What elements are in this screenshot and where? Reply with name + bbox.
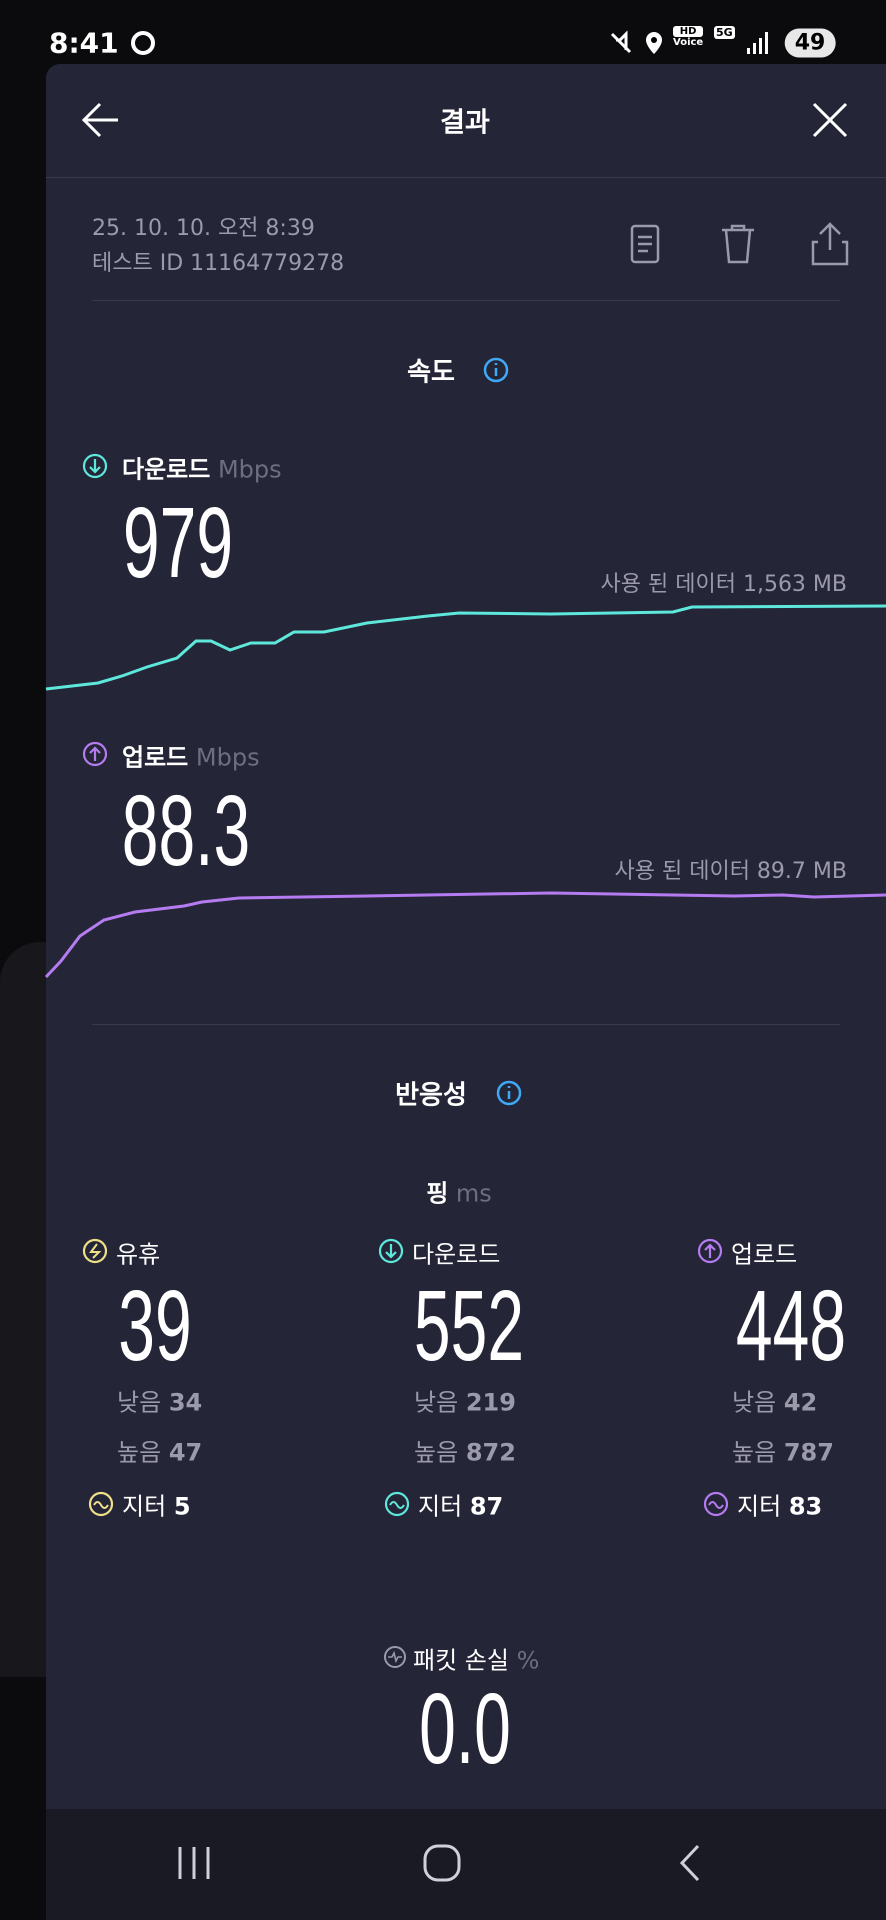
high-label: 높음 [117,1438,162,1467]
network: 5G [714,26,735,39]
battery: 49 [784,28,836,58]
high-value: 47 [168,1438,203,1467]
download-value: 979 [122,487,234,599]
upload-heading: 업로드 Mbps [122,738,260,773]
jitter-icon [88,1491,114,1517]
low-value: 219 [465,1388,516,1417]
test-id: 테스트 ID 11164779278 [92,251,345,276]
ping-icon [378,1238,404,1264]
jitter-value: 83 [788,1492,823,1521]
test-datetime: 25. 10. 10. 오전 8:39 [92,216,315,241]
download-data-used: 사용 된 데이터 1,563 MB [600,572,847,597]
low-label: 낮음 [117,1388,162,1417]
ping-value: 39 [118,1270,192,1382]
packet-loss-icon [384,1646,406,1668]
ping-icon [697,1238,723,1264]
jitter-value: 5 [173,1492,191,1521]
upload-icon [82,741,108,767]
low-label: 낮음 [732,1388,777,1417]
speed-title: 속도 [407,357,455,388]
download-unit: Mbps [217,455,282,484]
jitter-label: 지터 [418,1492,463,1521]
divider [92,300,840,301]
ping-low: 낮음 34 [117,1383,202,1418]
packet-loss-value: 0.0 [419,1673,511,1785]
download-graph [45,604,886,691]
ping-unit: ms [455,1179,492,1208]
hd-voice: HD Voice [673,26,704,48]
hd: HD [673,26,704,37]
ping-value: 448 [735,1270,847,1382]
high-label: 높음 [414,1438,459,1467]
ping-label: 핑 [426,1179,449,1208]
jitter-value: 87 [469,1492,504,1521]
high-value: 787 [783,1438,834,1467]
jitter-icon [703,1491,729,1517]
high-label: 높음 [732,1438,777,1467]
jitter-label: 지터 [737,1492,782,1521]
packet-loss-unit: % [516,1646,540,1675]
download-icon [82,453,108,479]
download-label: 다운로드 [122,455,211,484]
voice: Voice [673,37,704,48]
ping-icon [82,1238,108,1264]
ping-low: 낮음 219 [414,1383,516,1418]
details-button[interactable] [630,224,660,264]
low-value: 34 [168,1388,203,1417]
close-button[interactable] [812,102,848,138]
responsiveness-title: 반응성 [395,1080,467,1111]
clock: 8:41 [49,26,119,60]
upload-label: 업로드 [122,743,189,772]
upload-data-used: 사용 된 데이터 89.7 MB [614,859,847,884]
responsiveness-info[interactable] [496,1080,522,1106]
jitter: 지터 5 [122,1487,191,1522]
header-title: 결과 [440,107,490,139]
nav-back[interactable] [678,1843,702,1883]
share-button[interactable] [810,222,850,266]
ping-heading: 핑 ms [426,1174,492,1209]
upload-unit: Mbps [195,743,260,772]
result-panel [46,64,886,1809]
back-button[interactable] [80,102,120,138]
jitter-icon [384,1491,410,1517]
download-heading: 다운로드 Mbps [122,450,282,485]
jitter: 지터 83 [737,1487,822,1522]
ping-value: 552 [413,1270,525,1382]
nav-bar [46,1809,886,1920]
status-icons [610,30,662,54]
upload-value: 88.3 [121,775,251,887]
delete-button[interactable] [720,224,756,264]
nav-home[interactable] [422,1843,462,1883]
divider [92,1024,840,1025]
divider [46,177,886,178]
low-value: 42 [783,1388,818,1417]
ping-column-label: 업로드 [731,1240,798,1269]
ping-high: 높음 872 [414,1433,516,1468]
jitter-label: 지터 [122,1492,167,1521]
upload-graph [44,891,886,979]
signal [747,32,768,54]
jitter: 지터 87 [418,1487,503,1522]
nav-recents[interactable] [176,1845,212,1881]
low-label: 낮음 [414,1388,459,1417]
ping-low: 낮음 42 [732,1383,817,1418]
speed-info[interactable] [483,357,509,383]
ping-column-label: 다운로드 [412,1240,501,1269]
packet-loss-label: 패킷 손실 [413,1646,509,1675]
packet-loss-heading: 패킷 손실 % [413,1641,539,1676]
notif-icon [131,31,155,55]
ping-high: 높음 47 [117,1433,202,1468]
ping-column-label: 유휴 [116,1240,161,1269]
high-value: 872 [465,1438,516,1467]
ping-high: 높음 787 [732,1433,834,1468]
